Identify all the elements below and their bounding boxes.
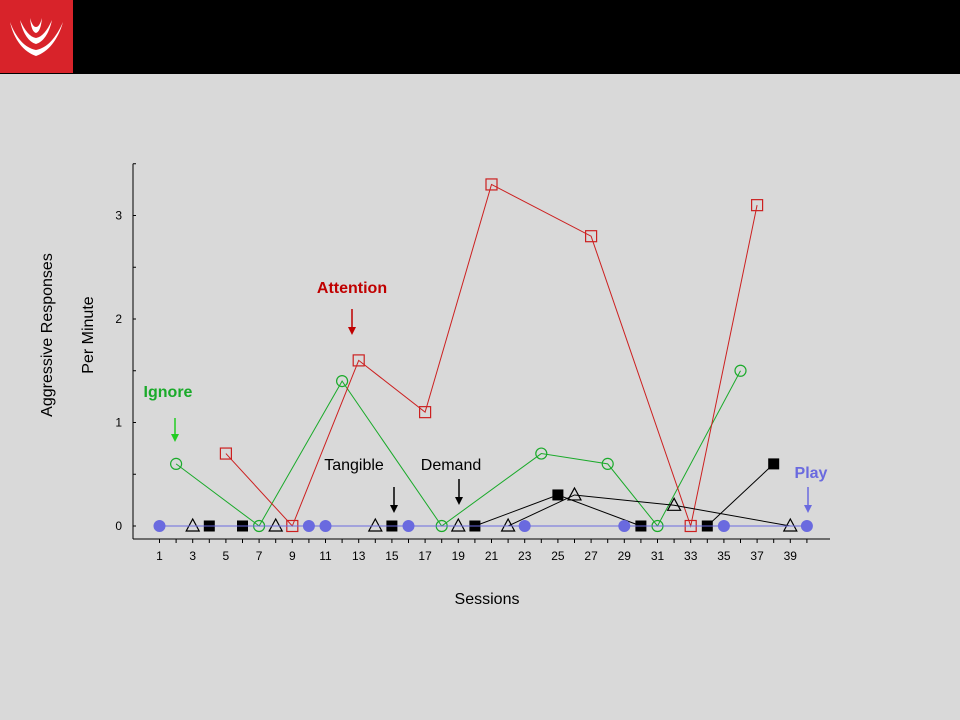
data-point-play (717, 520, 730, 532)
data-point-attention (485, 178, 498, 191)
x-tick-label: 13 (352, 549, 366, 563)
y-tick-label: 3 (115, 209, 122, 223)
data-point-demand (268, 517, 284, 532)
arrow-tangible (390, 487, 398, 513)
data-point-demand (185, 517, 201, 532)
x-tick-label: 25 (551, 549, 565, 563)
annotation-demand: Demand (420, 457, 482, 474)
arrow-ignore (171, 418, 179, 442)
x-tick-label: 7 (256, 549, 263, 563)
x-tick-label: 11 (319, 549, 332, 563)
y-tick-label: 0 (115, 519, 122, 533)
x-tick-label: 27 (584, 549, 598, 563)
data-point-play (618, 520, 631, 532)
series-line-tangible (209, 463, 775, 527)
annotation-arrows (171, 309, 812, 513)
data-point-demand (666, 497, 682, 511)
data-point-ignore (535, 447, 548, 460)
x-tick-label: 9 (289, 549, 296, 563)
series-ignore (170, 364, 747, 533)
series-play (153, 520, 813, 532)
x-tick-label: 37 (750, 549, 764, 563)
x-tick-label: 5 (223, 549, 230, 563)
x-tick-label: 33 (684, 549, 698, 563)
data-point-ignore (336, 375, 349, 388)
y-axis-label-line2: Per Minute (80, 296, 97, 374)
data-point-play (518, 520, 531, 532)
y-axis-ticks: 0 1 2 3 (115, 163, 136, 533)
data-point-attention (352, 354, 365, 367)
series-line-demand (192, 494, 791, 527)
y-axis-label-line1: Aggressive Responses (39, 253, 56, 417)
data-point-play (319, 520, 332, 532)
series-line-ignore (175, 370, 741, 527)
arrow-play (804, 487, 812, 513)
data-point-ignore (734, 364, 747, 377)
data-point-ignore (170, 457, 183, 470)
data-point-attention (219, 447, 232, 460)
x-axis-label: Sessions (454, 591, 520, 608)
data-point-play (402, 520, 415, 532)
x-tick-label: 21 (485, 549, 499, 563)
data-point-tangible (768, 458, 780, 470)
series-line-attention (225, 183, 758, 528)
x-tick-label: 1 (156, 549, 163, 563)
logo-mark-icon (10, 18, 63, 56)
annotation-attention: Attention (316, 280, 388, 297)
x-tick-label: 39 (784, 549, 798, 563)
annotation-play: Play (794, 465, 828, 482)
annotation-ignore: Ignore (143, 384, 193, 401)
x-tick-label: 29 (618, 549, 632, 563)
data-point-demand (500, 517, 516, 532)
arrow-demand (455, 479, 463, 505)
series-attention (219, 178, 764, 533)
x-tick-label: 31 (651, 549, 665, 563)
chart-series (153, 178, 813, 533)
x-tick-label: 19 (452, 549, 466, 563)
arrow-attention (348, 309, 356, 335)
data-point-demand (450, 517, 466, 532)
data-point-play (302, 520, 315, 532)
data-point-demand (782, 517, 798, 532)
data-point-play (153, 520, 166, 532)
data-point-demand (367, 517, 383, 532)
annotation-tangible: Tangible (324, 457, 384, 474)
data-point-attention (419, 406, 432, 419)
data-point-ignore (601, 457, 614, 470)
data-point-tangible (552, 489, 564, 501)
data-point-attention (584, 230, 598, 243)
y-tick-label: 2 (115, 312, 122, 326)
y-tick-label: 1 (115, 416, 122, 430)
x-tick-label: 23 (518, 549, 532, 563)
data-point-play (800, 520, 813, 532)
x-tick-label: 35 (717, 549, 731, 563)
x-tick-label: 3 (189, 549, 196, 563)
brand-logo (0, 0, 73, 73)
data-point-attention (750, 199, 764, 212)
chart-axes (132, 163, 830, 540)
x-axis-ticks: 1 3 5 7 9 11 13 15 17 19 21 23 25 27 29 31 33 35 37 39 (156, 539, 808, 563)
x-tick-label: 15 (385, 549, 399, 563)
x-tick-label: 17 (418, 549, 432, 563)
header-bar (0, 0, 960, 74)
data-point-demand (566, 486, 583, 501)
